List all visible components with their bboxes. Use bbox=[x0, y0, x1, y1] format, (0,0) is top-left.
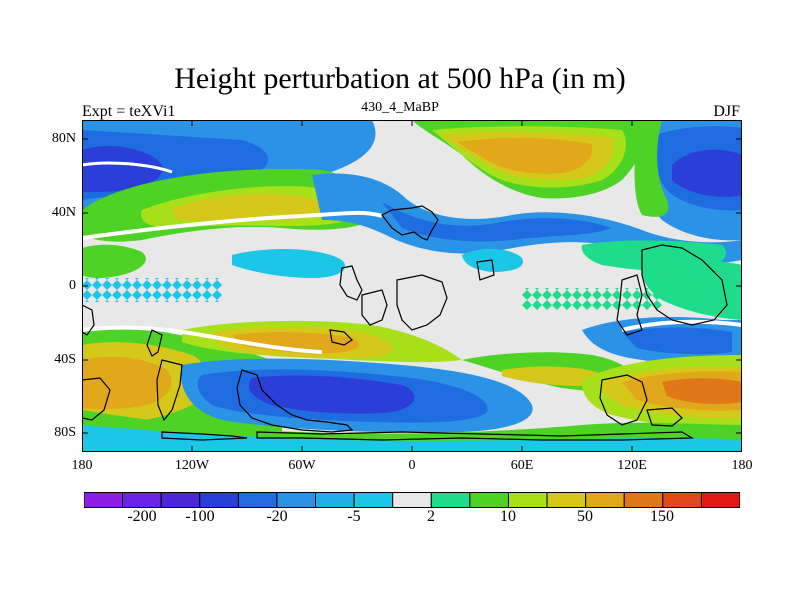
contour-region bbox=[82, 425, 742, 452]
x-tick-label: 180 bbox=[731, 458, 753, 473]
contour-region bbox=[634, 120, 669, 217]
x-tick-label: 120W bbox=[174, 458, 210, 473]
coastline bbox=[82, 377, 111, 421]
colorbar-box bbox=[392, 492, 432, 508]
contour-region bbox=[502, 366, 605, 386]
x-tick-label: 60E bbox=[510, 458, 534, 473]
hatch-region bbox=[522, 288, 662, 310]
contour-region bbox=[248, 375, 415, 414]
contour-region bbox=[232, 248, 346, 278]
coastline bbox=[329, 329, 353, 346]
x-tick-label: 180 bbox=[71, 458, 93, 473]
colorbar-label: -100 bbox=[185, 508, 215, 525]
colorbar-box bbox=[353, 492, 394, 508]
contour-region bbox=[672, 149, 742, 197]
zero-contour bbox=[621, 319, 742, 332]
colorbar-box bbox=[84, 492, 124, 508]
coastline bbox=[236, 369, 354, 433]
contour-region bbox=[82, 356, 172, 410]
x-tick-label: 0 bbox=[408, 458, 416, 473]
contour-region bbox=[232, 332, 360, 354]
colorbar-label: -20 bbox=[266, 508, 288, 525]
colorbar-label: -200 bbox=[127, 508, 157, 525]
colorbar-box bbox=[507, 492, 548, 508]
colorbar-box bbox=[237, 492, 278, 508]
colorbar-label: 50 bbox=[577, 508, 593, 525]
coastline bbox=[646, 407, 683, 427]
zero-contour bbox=[82, 210, 383, 240]
coastline bbox=[641, 244, 728, 326]
colorbar-box bbox=[160, 492, 201, 508]
hatch-region bbox=[82, 278, 222, 302]
colorbar-box bbox=[623, 492, 664, 508]
y-tick-label: 40S bbox=[54, 352, 76, 367]
experiment-label: Expt = teXVi1 bbox=[82, 103, 176, 120]
colorbar-box bbox=[430, 492, 471, 508]
coastlines bbox=[82, 205, 728, 441]
map-plot bbox=[82, 120, 742, 452]
zero-contour bbox=[82, 161, 173, 174]
colorbar-box bbox=[315, 492, 355, 508]
colorbar-box bbox=[546, 492, 587, 508]
coastline bbox=[146, 329, 163, 357]
x-tick-label: 120E bbox=[617, 458, 647, 473]
contour-region bbox=[662, 378, 742, 404]
colorbar-box bbox=[199, 492, 239, 508]
colorbar bbox=[84, 492, 740, 508]
contour-region bbox=[622, 327, 732, 355]
coastline bbox=[156, 359, 183, 422]
coastline bbox=[396, 274, 448, 331]
contour-field bbox=[82, 120, 742, 452]
contour-region bbox=[82, 244, 146, 279]
coastline bbox=[82, 304, 95, 336]
coastline bbox=[381, 205, 439, 241]
zero-contour bbox=[82, 325, 323, 354]
period-label: 430_4_MaBP bbox=[361, 100, 439, 115]
contour-region bbox=[82, 145, 163, 192]
contour-region bbox=[382, 202, 612, 242]
coastline bbox=[161, 431, 248, 441]
coastline bbox=[361, 289, 388, 326]
colorbar-box bbox=[700, 492, 740, 508]
season-label: DJF bbox=[713, 103, 740, 120]
coastline bbox=[256, 431, 695, 441]
colorbar-label: 10 bbox=[500, 508, 516, 525]
y-tick-label: 80S bbox=[54, 425, 76, 440]
coastline bbox=[476, 259, 495, 281]
contour-region bbox=[457, 138, 593, 174]
page-title: Height perturbation at 500 hPa (in m) bbox=[174, 62, 626, 95]
colorbar-label: 150 bbox=[650, 508, 674, 525]
colorbar-box bbox=[122, 492, 162, 508]
coastline bbox=[339, 265, 363, 301]
colorbar-label: -5 bbox=[347, 508, 361, 525]
contour-region bbox=[172, 193, 324, 221]
coastline bbox=[599, 374, 648, 426]
coastline bbox=[616, 274, 643, 336]
colorbar-box bbox=[585, 492, 625, 508]
x-tick-label: 60W bbox=[288, 458, 316, 473]
colorbar-box bbox=[469, 492, 509, 508]
colorbar-box bbox=[276, 492, 317, 508]
y-tick-label: 40N bbox=[51, 205, 76, 220]
y-tick-label: 80N bbox=[51, 131, 76, 146]
y-tick-label: 0 bbox=[69, 278, 76, 293]
axis-ticks bbox=[82, 120, 742, 452]
colorbar-label: 2 bbox=[427, 508, 435, 525]
colorbar-box bbox=[662, 492, 702, 508]
